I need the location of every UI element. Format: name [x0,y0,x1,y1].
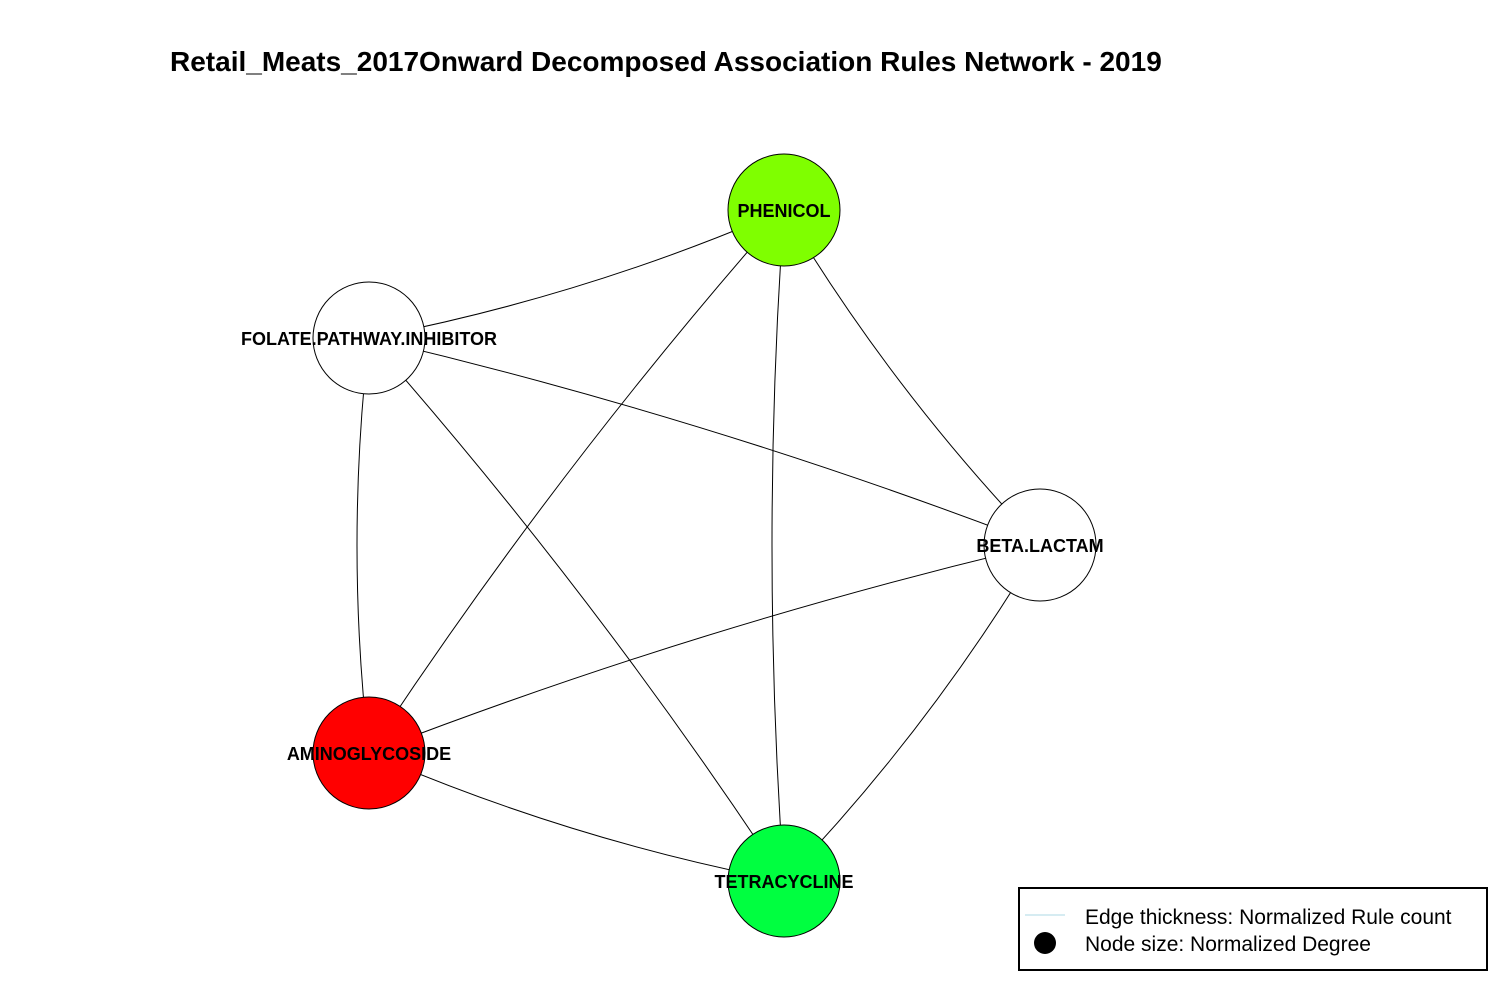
edge-beta-tetra [783,544,1041,882]
legend-edge-label: Edge thickness: Normalized Rule count [1085,906,1452,929]
edge-phenicol-amino [368,209,785,754]
edge-amino-tetra [368,752,785,882]
node-label-amino: AMINOGLYCOSIDE [287,744,451,764]
legend-node-swatch [1034,932,1056,954]
legend-box [1018,887,1488,971]
edges-layer [356,209,1041,882]
edge-folate-amino [356,337,370,754]
edge-phenicol-beta [783,209,1041,546]
node-tetra [727,824,841,938]
node-amino [312,696,426,810]
node-beta [983,488,1097,602]
node-label-folate: FOLATE.PATHWAY.INHIBITOR [241,329,497,349]
edge-folate-tetra [368,337,785,882]
node-folate [312,281,426,395]
node-phenicol [727,153,841,267]
node-label-tetra: TETRACYCLINE [715,872,854,892]
node-label-phenicol: PHENICOL [737,201,830,221]
legend-node-label: Node size: Normalized Degree [1085,933,1371,956]
diagram-title: Retail_Meats_2017Onward Decomposed Assoc… [170,46,1162,77]
nodes-layer: PHENICOL FOLATE.PATHWAY.INHIBITOR BETA.LAC… [241,153,1104,938]
edge-beta-amino [368,544,1041,754]
legend: Edge thickness: Normalized Rule count No… [1018,887,1488,971]
edge-phenicol-tetra [771,209,785,882]
node-label-beta: BETA.LACTAM [976,536,1103,556]
edge-folate-phenicol [368,209,785,339]
edge-folate-beta [368,337,1041,546]
